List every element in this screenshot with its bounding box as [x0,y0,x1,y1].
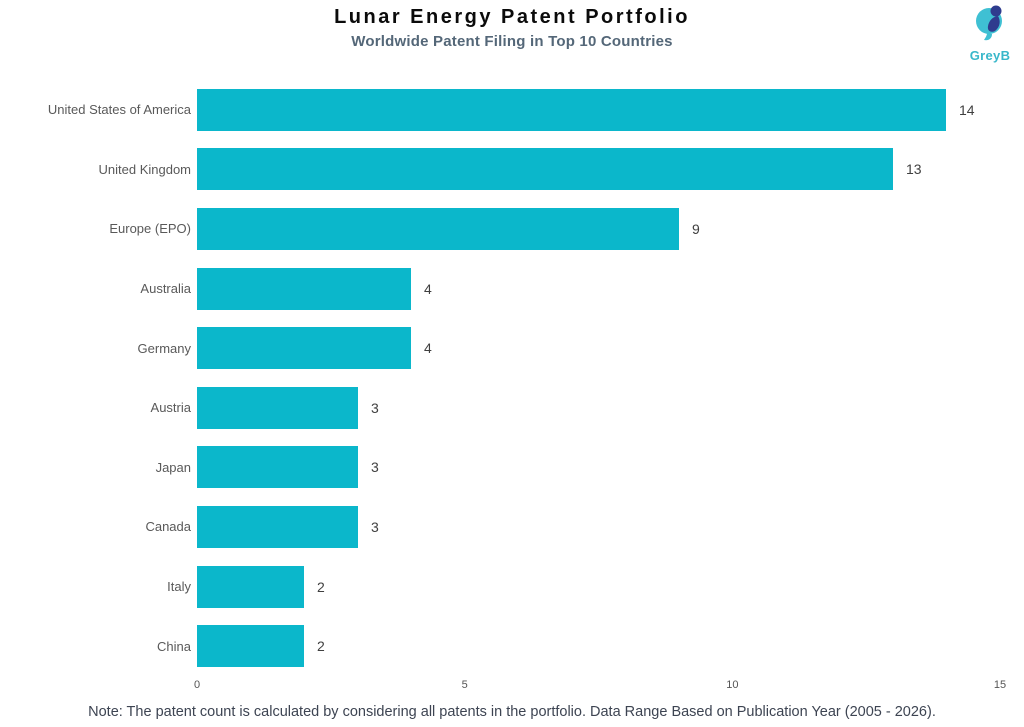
chart-header: Lunar Energy Patent Portfolio Worldwide … [0,6,1024,50]
value-label: 3 [371,459,379,476]
x-axis-tick: 0 [193,679,201,691]
x-axis-tick: 10 [726,679,739,691]
x-axis-tick: 15 [993,679,1007,691]
category-label: China [157,638,191,654]
category-label: Europe (EPO) [109,221,191,237]
category-label: Italy [167,579,191,595]
bar-row: Japan 3 [0,438,1024,498]
category-label: United Kingdom [98,161,192,177]
value-label: 9 [692,220,700,237]
greyb-logo-text: GreyB [969,48,1011,63]
bar-row: United Kingdom 13 [0,140,1024,200]
category-label: Australia [140,281,191,297]
value-label: 13 [906,161,922,178]
x-axis-tick: 5 [461,679,468,691]
value-label: 3 [371,399,379,416]
bar [197,565,304,608]
bar-row: Germany 4 [0,318,1024,378]
bar [197,148,893,191]
x-axis: 0 5 10 15 [193,679,1006,695]
chart-subtitle: Worldwide Patent Filing in Top 10 Countr… [351,33,673,50]
bar-row: China 2 [0,616,1024,676]
value-label: 14 [959,101,975,118]
bar [197,505,358,548]
chart-title: Lunar Energy Patent Portfolio [334,6,690,28]
value-label: 2 [317,638,325,655]
chart-note: Note: The patent count is calculated by … [88,704,936,720]
value-label: 2 [317,578,325,595]
bar [197,207,679,250]
greyb-logo: GreyB [962,3,1018,63]
bar [197,327,411,370]
greyb-logo-icon [976,5,1002,41]
bar-row: Austria 3 [0,378,1024,438]
value-label: 4 [424,280,432,297]
value-label: 4 [424,340,432,357]
bar [197,625,304,668]
bar [197,446,358,489]
bar [197,88,946,131]
category-label: United States of America [47,102,191,118]
bar-chart: United States of America 14 United Kingdom… [0,80,1024,676]
bar [197,386,358,429]
bar-row: Italy 2 [0,557,1024,617]
bar-row: United States of America 14 [0,80,1024,140]
category-label: Germany [137,340,191,356]
bar [197,267,411,310]
category-label: Japan [155,459,191,475]
bar-row: Australia 4 [0,259,1024,319]
bar-row: Europe (EPO) 9 [0,199,1024,259]
category-label: Canada [145,519,191,535]
bar-row: Canada 3 [0,497,1024,557]
category-label: Austria [150,400,191,416]
value-label: 3 [371,518,379,535]
